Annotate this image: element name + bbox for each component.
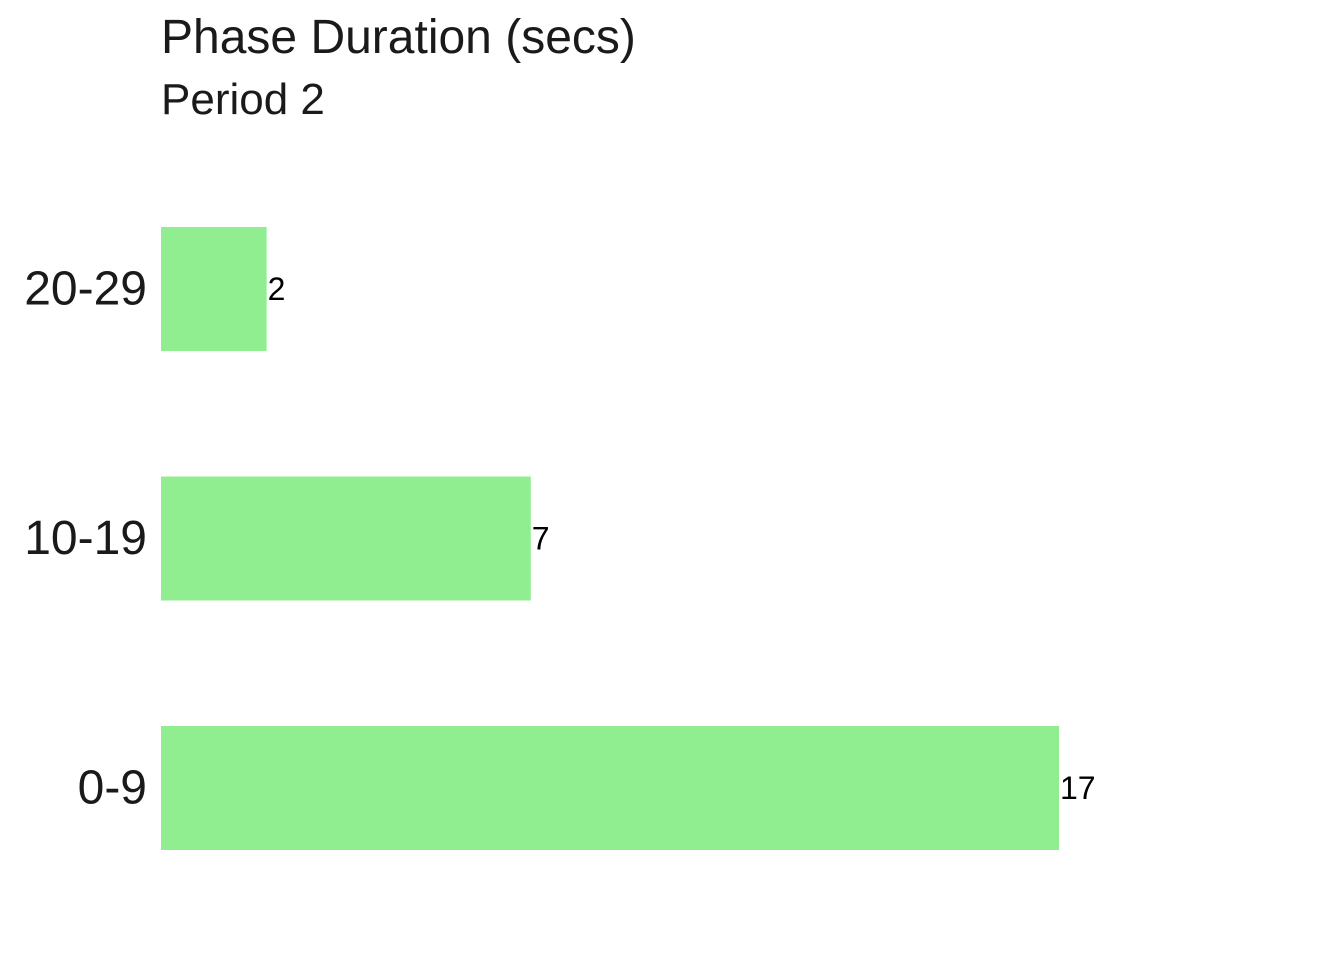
category-label-20-29: 20-29 bbox=[24, 263, 147, 316]
bar-0-9 bbox=[161, 726, 1059, 850]
bar-10-19 bbox=[161, 476, 531, 601]
category-labels: 0-9 10-19 20-29 bbox=[24, 263, 147, 815]
value-label-0-9: 17 bbox=[1060, 770, 1096, 806]
chart-title: Phase Duration (secs) bbox=[161, 11, 636, 64]
bar-20-29 bbox=[161, 227, 267, 351]
chart-subtitle: Period 2 bbox=[161, 75, 325, 124]
value-label-20-29: 2 bbox=[268, 271, 286, 307]
value-label-10-19: 7 bbox=[532, 521, 550, 557]
bars-group bbox=[161, 227, 1059, 850]
category-label-10-19: 10-19 bbox=[24, 512, 147, 565]
category-label-0-9: 0-9 bbox=[78, 762, 147, 815]
